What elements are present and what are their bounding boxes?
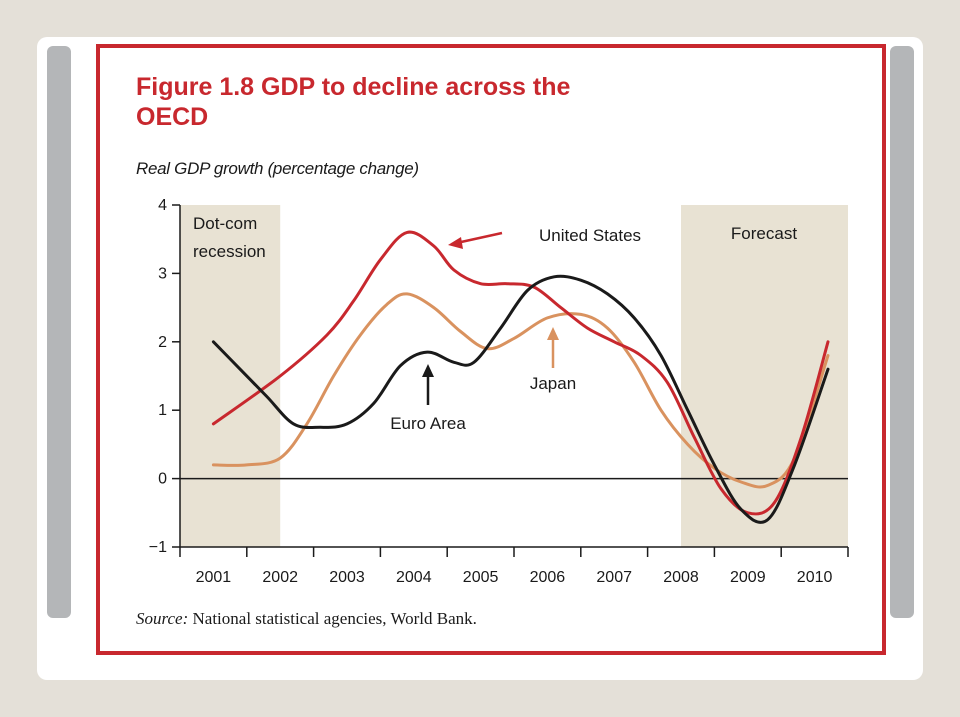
x-tick-label-2010: 2010: [797, 569, 833, 586]
figure-subtitle: Real GDP growth (percentage change): [136, 159, 419, 178]
region-label-recession-0: Dot-com: [193, 214, 257, 233]
region-label-forecast-0: Forecast: [731, 224, 797, 243]
x-tick-label-2009: 2009: [730, 569, 766, 586]
y-tick-label-3: 1: [158, 402, 167, 419]
source-note: Source: National statistical agencies, W…: [136, 609, 477, 629]
slide-left-bar: [47, 46, 71, 618]
source-label: Source:: [136, 609, 189, 628]
annotation-label-euro-area: Euro Area: [390, 414, 466, 433]
series-line-euro-area: [211, 274, 830, 524]
y-tick-label-1: 3: [158, 265, 167, 282]
figure-title-line-2: OECD: [136, 103, 209, 131]
slide-right-bar: [890, 46, 914, 618]
x-tick-label-2002: 2002: [262, 569, 298, 586]
annotation-label-japan: Japan: [530, 374, 576, 393]
x-tick-label-2001: 2001: [196, 569, 232, 586]
region-label-recession-1: recession: [193, 242, 266, 261]
x-tick-label-2008: 2008: [663, 569, 699, 586]
series-line-japan: [211, 292, 830, 489]
source-text: National statistical agencies, World Ban…: [188, 609, 477, 628]
figure-title: Figure 1.8 GDP to decline across the OEC…: [136, 72, 756, 132]
annotation-arrowhead-euro-area: [422, 364, 434, 377]
x-tick-label-2007: 2007: [596, 569, 632, 586]
x-tick-label-2004: 2004: [396, 569, 432, 586]
y-tick-label-2: 2: [158, 334, 167, 351]
x-tick-label-2005: 2005: [463, 569, 499, 586]
y-tick-label-5: −1: [149, 539, 167, 556]
x-tick-label-2006: 2006: [530, 569, 566, 586]
x-tick-label-2003: 2003: [329, 569, 365, 586]
annotation-label-united-states: United States: [539, 226, 641, 245]
figure-title-line-1: Figure 1.8 GDP to decline across the: [136, 73, 571, 101]
y-tick-label-4: 0: [158, 471, 167, 488]
annotation-arrowhead-united-states: [448, 237, 463, 249]
annotation-arrowhead-japan: [547, 327, 559, 340]
shaded-region-recession: [180, 205, 281, 547]
y-tick-label-0: 4: [158, 197, 167, 214]
